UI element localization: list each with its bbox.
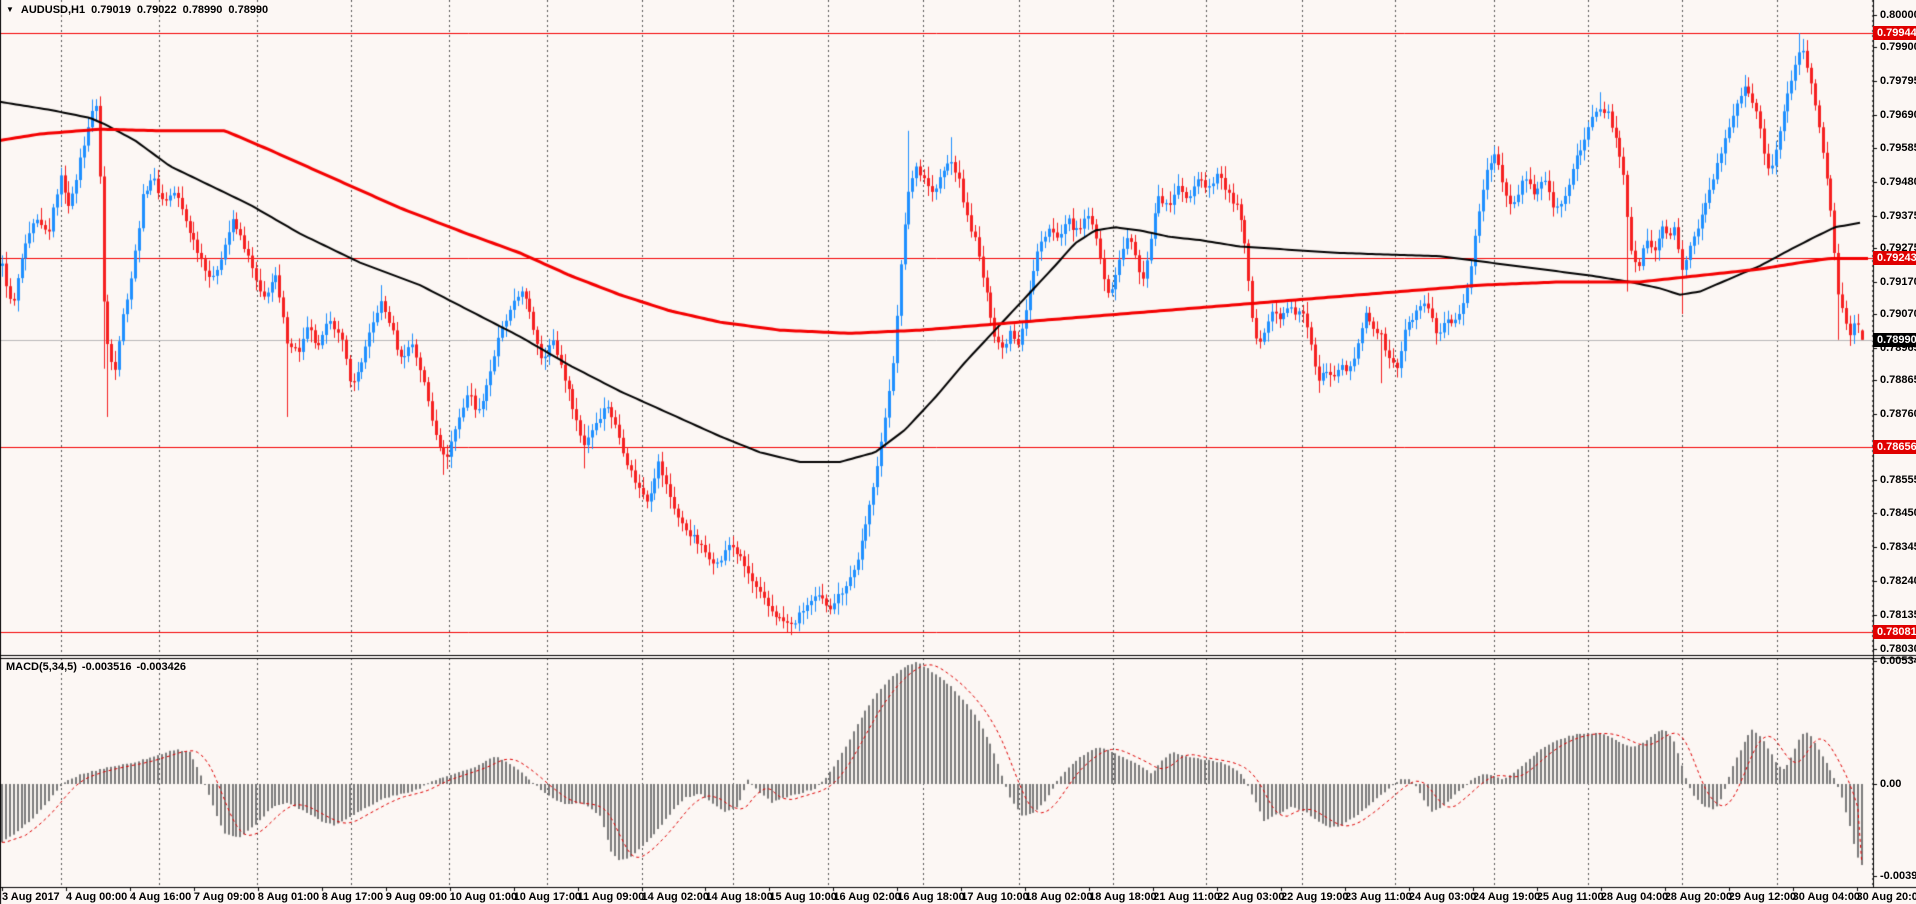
time-label: 29 Aug 12:00 xyxy=(1728,891,1797,903)
price-axis[interactable]: 0.80000 0.79900 0.79795 0.79690 0.79585 0.794… xyxy=(1873,0,1916,656)
time-label: 14 Aug 02:00 xyxy=(641,891,709,903)
time-label: 24 Aug 03:00 xyxy=(1408,891,1477,903)
macd-name: MACD(5,34,5) xyxy=(6,661,77,673)
price-tick-label: 0.78135 xyxy=(1880,608,1916,621)
time-label: 28 Aug 04:00 xyxy=(1600,891,1669,903)
price-tick-label: 0.78760 xyxy=(1880,407,1916,420)
symbol-period-label: AUDUSD,H1 xyxy=(20,4,86,16)
price-tick-label: 0.79795 xyxy=(1880,74,1916,87)
time-label: 28 Aug 20:00 xyxy=(1664,891,1733,903)
time-label: 11 Aug 09:00 xyxy=(577,891,645,903)
ohlc-high: 0.79022 xyxy=(136,4,177,16)
time-label: 30 Aug 04:00 xyxy=(1792,891,1861,903)
time-label: 22 Aug 19:00 xyxy=(1281,891,1349,903)
time-label: 15 Aug 10:00 xyxy=(769,891,837,903)
time-label: 18 Aug 02:00 xyxy=(1025,891,1093,903)
price-tick-label: 0.78030 xyxy=(1880,642,1916,655)
macd-tick-label: 0.00 xyxy=(1880,778,1902,790)
chart-title: ▼ AUDUSD,H1 0.79019 0.79022 0.78990 0.78990 xyxy=(6,4,268,16)
time-label: 7 Aug 09:00 xyxy=(193,891,256,903)
level-price-marker: 0.78656 xyxy=(1873,440,1916,455)
price-tick-label: 0.79375 xyxy=(1880,209,1916,222)
macd-tick-label: -0.003986 xyxy=(1880,869,1916,882)
price-tick-label: 0.78555 xyxy=(1880,473,1916,486)
price-tick-label: 0.78345 xyxy=(1880,541,1916,554)
price-tick-label: 0.79585 xyxy=(1880,142,1916,155)
time-label: 23 Aug 11:00 xyxy=(1344,891,1412,903)
price-tick-label: 0.79480 xyxy=(1880,176,1916,189)
price-tick-label: 0.78450 xyxy=(1880,507,1916,520)
symbol-dropdown-icon[interactable]: ▼ xyxy=(6,5,14,14)
level-price-marker: 0.79944 xyxy=(1873,26,1916,41)
time-label: 9 Aug 09:00 xyxy=(385,891,448,903)
price-tick-label: 0.78865 xyxy=(1880,373,1916,386)
current-price-marker: 0.78990 xyxy=(1873,332,1916,347)
time-label: 3 Aug 2017 xyxy=(2,891,60,903)
time-label: 24 Aug 19:00 xyxy=(1472,891,1541,903)
level-price-marker: 0.78081 xyxy=(1873,625,1916,640)
macd-indicator-axis[interactable]: 0.005347 0.00 -0.003986 xyxy=(1873,654,1916,886)
time-label: 18 Aug 18:00 xyxy=(1089,891,1157,903)
price-tick-label: 0.78240 xyxy=(1880,574,1916,587)
price-tick-label: 0.79690 xyxy=(1880,108,1916,121)
time-label: 21 Aug 11:00 xyxy=(1153,891,1220,903)
time-label: 14 Aug 18:00 xyxy=(705,891,773,903)
price-tick-label: 0.80000 xyxy=(1880,9,1916,22)
time-axis[interactable]: 3 Aug 2017 4 Aug 00:00 4 Aug 16:00 7 Aug 09… xyxy=(0,888,1916,904)
time-label: 16 Aug 02:00 xyxy=(833,891,901,903)
level-price-marker: 0.79243 xyxy=(1873,251,1916,266)
macd-value: -0.003516 xyxy=(81,661,132,673)
price-tick-label: 0.79275 xyxy=(1880,242,1916,255)
macd-signal-value: -0.003426 xyxy=(136,661,186,673)
macd-indicator-label: MACD(5,34,5) -0.003516 -0.003426 xyxy=(6,661,186,673)
time-label: 22 Aug 03:00 xyxy=(1217,891,1285,903)
time-label: 8 Aug 17:00 xyxy=(321,891,384,903)
time-label: 10 Aug 01:00 xyxy=(449,891,518,903)
time-label: 8 Aug 01:00 xyxy=(257,891,320,903)
time-label: 4 Aug 16:00 xyxy=(129,891,192,903)
ohlc-low: 0.78990 xyxy=(182,4,223,16)
price-tick-label: 0.79900 xyxy=(1880,41,1916,54)
ohlc-close: 0.78990 xyxy=(228,4,269,16)
time-label: 10 Aug 17:00 xyxy=(513,891,582,903)
time-label: 17 Aug 10:00 xyxy=(961,891,1029,903)
time-label: 25 Aug 11:00 xyxy=(1536,891,1604,903)
price-tick-label: 0.79170 xyxy=(1880,275,1916,288)
time-label: 30 Aug 20:00 xyxy=(1856,891,1916,903)
macd-tick-label: 0.005347 xyxy=(1880,654,1916,667)
price-tick-label: 0.79070 xyxy=(1880,308,1916,321)
ohlc-open: 0.79019 xyxy=(91,4,131,16)
time-label: 16 Aug 18:00 xyxy=(897,891,965,903)
time-label: 4 Aug 00:00 xyxy=(65,891,128,903)
